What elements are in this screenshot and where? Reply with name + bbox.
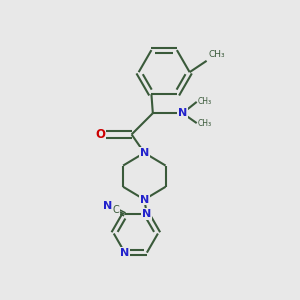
Text: C: C: [113, 205, 120, 215]
Text: CH₃: CH₃: [198, 98, 212, 106]
Text: N: N: [142, 209, 152, 219]
Text: O: O: [95, 128, 106, 141]
Text: CH₃: CH₃: [208, 50, 225, 59]
Text: N: N: [140, 148, 149, 158]
Text: N: N: [120, 248, 129, 258]
Text: N: N: [103, 201, 112, 211]
Text: N: N: [140, 194, 149, 205]
Text: CH₃: CH₃: [198, 118, 212, 127]
Text: N: N: [178, 108, 187, 118]
